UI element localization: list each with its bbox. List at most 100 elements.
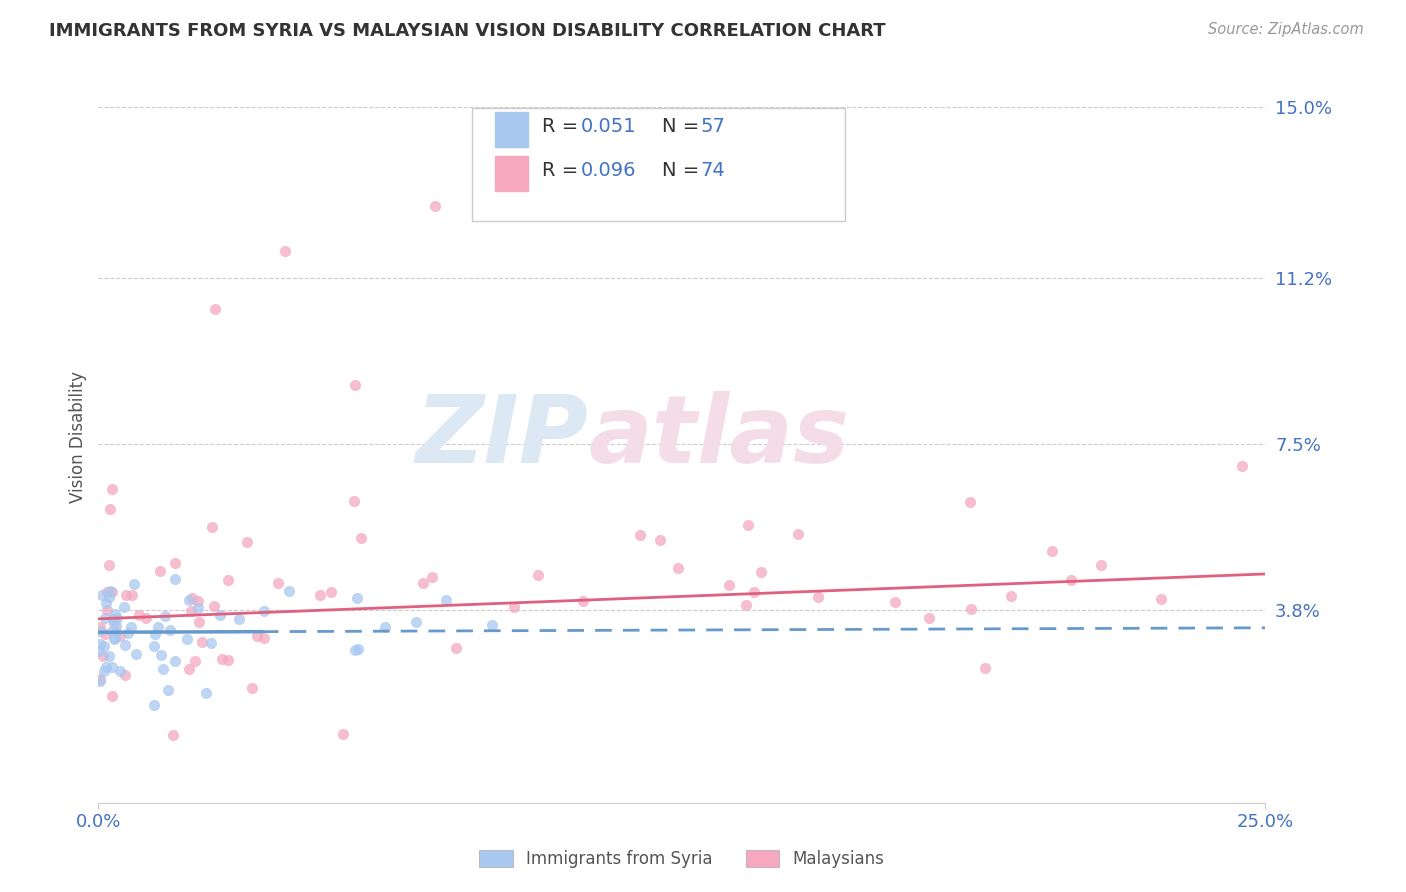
Point	[117, 625, 139, 640]
Point	[87, 643, 110, 657]
Point	[1230, 459, 1253, 474]
Point	[148, 620, 170, 634]
Point	[648, 533, 671, 547]
Point	[101, 624, 124, 639]
Point	[93, 640, 115, 654]
Point	[125, 648, 148, 662]
Point	[274, 244, 297, 258]
Point	[177, 593, 200, 607]
Point	[98, 558, 121, 573]
Point	[96, 584, 118, 599]
Point	[103, 611, 125, 625]
Legend: Immigrants from Syria, Malaysians: Immigrants from Syria, Malaysians	[472, 844, 891, 875]
Point	[1000, 589, 1022, 603]
Point	[149, 648, 172, 662]
Point	[179, 662, 201, 676]
Point	[423, 199, 446, 213]
Text: ZIP: ZIP	[416, 391, 589, 483]
Point	[405, 615, 427, 629]
Point	[481, 617, 503, 632]
Point	[91, 648, 114, 663]
Text: 74: 74	[700, 161, 725, 179]
Point	[152, 662, 174, 676]
Point	[628, 527, 651, 541]
Text: 0.051: 0.051	[581, 117, 636, 136]
Text: atlas: atlas	[589, 391, 849, 483]
Point	[412, 576, 434, 591]
Point	[211, 652, 233, 666]
Point	[114, 588, 136, 602]
Point	[103, 615, 125, 630]
Text: 57: 57	[700, 117, 725, 136]
Point	[749, 566, 772, 580]
Point	[180, 604, 202, 618]
Point	[94, 627, 117, 641]
Point	[94, 596, 117, 610]
Point	[343, 493, 366, 508]
FancyBboxPatch shape	[472, 108, 845, 221]
Point	[101, 660, 124, 674]
Point	[742, 585, 765, 599]
Point	[157, 682, 180, 697]
Point	[308, 588, 330, 602]
Point	[526, 567, 548, 582]
Point	[1090, 558, 1112, 572]
Point	[89, 624, 111, 638]
Point	[332, 727, 354, 741]
Point	[202, 599, 225, 613]
Point	[104, 607, 127, 621]
Point	[184, 654, 207, 668]
Point	[1040, 544, 1063, 558]
Point	[163, 556, 186, 570]
Point	[98, 583, 121, 598]
Point	[959, 495, 981, 509]
Point	[93, 665, 115, 679]
Point	[201, 519, 224, 533]
Point	[346, 591, 368, 606]
Text: N =: N =	[662, 161, 706, 179]
Point	[143, 698, 166, 712]
Point	[321, 585, 343, 599]
Point	[974, 661, 997, 675]
Point	[101, 612, 124, 626]
Point	[217, 573, 239, 587]
Point	[180, 591, 202, 606]
Point	[90, 588, 112, 602]
Point	[217, 653, 239, 667]
Point	[1150, 592, 1173, 607]
Point	[343, 642, 366, 657]
Point	[110, 629, 132, 643]
Point	[194, 686, 217, 700]
Point	[159, 623, 181, 637]
Point	[717, 577, 740, 591]
Text: 0.096: 0.096	[581, 161, 636, 179]
Point	[149, 565, 172, 579]
Point	[347, 641, 370, 656]
Point	[807, 590, 830, 604]
Bar	[495, 112, 527, 147]
Point	[98, 501, 121, 516]
Point	[121, 588, 143, 602]
Y-axis label: Vision Disability: Vision Disability	[69, 371, 87, 503]
Point	[735, 598, 758, 612]
Point	[267, 576, 290, 591]
Point	[344, 378, 367, 392]
Point	[96, 659, 118, 673]
Point	[105, 611, 128, 625]
Point	[918, 611, 941, 625]
Point	[176, 632, 198, 647]
Point	[103, 632, 125, 646]
Point	[89, 674, 111, 689]
Point	[572, 594, 595, 608]
Point	[143, 639, 166, 653]
Point	[162, 729, 184, 743]
Text: N =: N =	[662, 117, 706, 136]
Point	[98, 648, 121, 663]
Text: Source: ZipAtlas.com: Source: ZipAtlas.com	[1208, 22, 1364, 37]
Point	[374, 620, 396, 634]
Point	[191, 635, 214, 649]
Point	[93, 611, 115, 625]
Point	[187, 600, 209, 615]
Point	[349, 532, 371, 546]
Point	[503, 600, 526, 615]
